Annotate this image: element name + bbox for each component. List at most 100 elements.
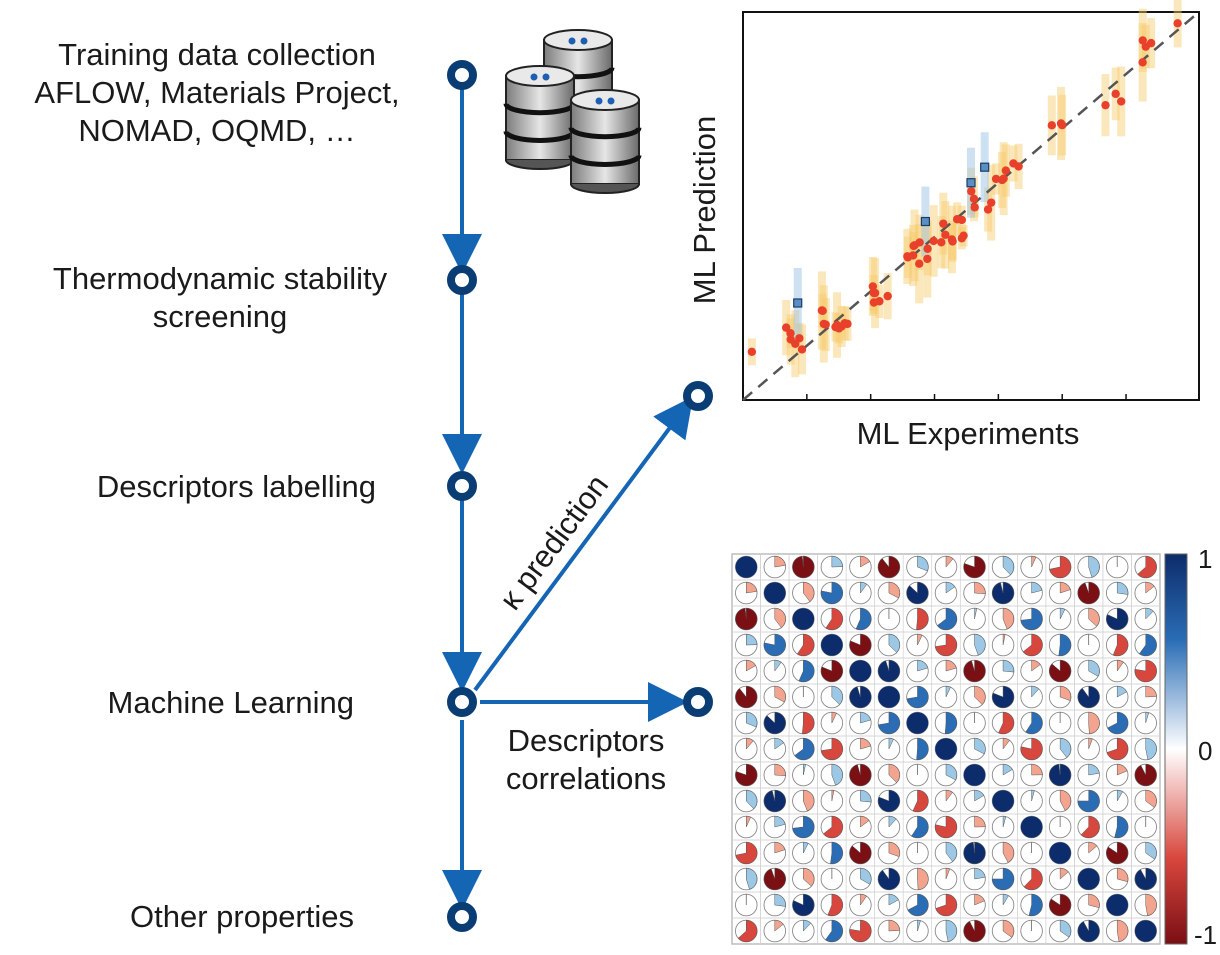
heatmap-cell [731,917,761,945]
heatmap-cell [1045,761,1075,789]
heatmap-cell [1074,813,1104,841]
heatmap-cell [845,683,875,711]
scatter-point [868,282,878,291]
heatmap-cell [931,787,961,815]
kappa-branch-label: κ prediction [493,468,616,616]
heatmap-cell [1074,657,1104,685]
colorbar: 1 0 -1 [1164,544,1217,950]
heatmap-cell [959,553,990,581]
scatter-point [1001,166,1011,175]
heatmap-cell [1017,787,1047,815]
heatmap-cell [817,709,847,737]
correlations-line-2: correlations [505,761,667,796]
heatmap-cell [1102,735,1132,763]
step-ml-line-1: Machine Learning [107,685,354,720]
scatter-point [869,298,879,307]
heatmap-cell [988,605,1018,633]
heatmap-cell [1045,917,1075,945]
heatmap-cell [817,813,847,841]
heatmap-cell [902,605,933,633]
heatmap-cell [1102,631,1132,659]
heatmap-cell [1102,917,1132,945]
heatmap-cell [959,683,990,711]
scatter-point [903,252,912,261]
scatter-point [967,187,976,196]
scatter-point [1138,36,1147,45]
heatmap-cell [931,865,961,893]
heatmap-cell [817,631,847,659]
heatmap-cells [731,553,1161,945]
scatter-point [786,329,795,338]
heatmap-cell [845,553,875,581]
heatmap-cell [731,579,761,607]
heatmap-cell [731,631,761,659]
heatmap-cell [1017,605,1047,633]
heatmap-cell [845,865,875,893]
scatter-point [1117,97,1126,106]
heatmap-cell [760,839,790,867]
scatter-point [1101,100,1110,110]
step-training-label: Training data collection AFLOW, Material… [0,36,434,150]
database-icon [503,29,642,194]
heatmap-cell [1017,579,1047,607]
heatmap-cell [874,631,904,659]
step-training-line-3: NOMAD, OQMD, … [78,113,356,148]
scatter-point [1047,121,1057,130]
heatmap-cell [1131,553,1161,581]
heatmap-cell [1102,605,1132,633]
heatmap-cell [760,735,790,763]
heatmap-cell [988,631,1018,659]
heatmap-cell [845,813,875,841]
heatmap-cell [760,865,790,893]
database-cylinder [568,89,642,194]
scatter-point [997,175,1007,185]
heatmap-cell [959,891,990,919]
heatmap-cell [1074,709,1104,737]
heatmap-cell [988,579,1018,607]
scatter-point [1056,119,1066,128]
node-training [447,60,477,90]
heatmap-cell [959,917,990,945]
scatter-point [797,345,807,354]
heatmap-cell [931,917,961,945]
scatter-point [939,219,948,228]
heatmap-cell [1017,735,1047,763]
heatmap-cell [845,709,875,737]
heatmap-cell [731,813,761,841]
heatmap-cell [1017,553,1047,581]
scatter-ylabel: ML Prediction [687,116,722,304]
heatmap-cell [788,709,818,737]
heatmap-cell [902,891,933,919]
heatmap-cell [731,553,761,581]
heatmap-cell [959,787,990,815]
node-descriptors [447,471,477,501]
heatmap-cell [874,813,904,841]
node-stability [447,265,477,295]
heatmap-cell [760,917,790,945]
scatter-point [1173,19,1182,28]
heatmap-cell [1102,683,1132,711]
heatmap-cell [1074,579,1104,607]
step-stability-line-2: screening [152,299,288,334]
heatmap-cell [874,683,904,711]
heatmap-cell [760,683,790,711]
heatmap-cell [959,761,990,789]
heatmap-cell [731,683,761,711]
heatmap-cell [959,839,990,867]
scatter-points [747,19,1182,356]
scatter-point [1138,58,1147,67]
scatter-point [1111,89,1120,99]
scatter-point [969,194,979,204]
step-stability-line-1: Thermodynamic stability [52,261,388,296]
heatmap-cell [1131,761,1161,789]
flow-edges [442,88,694,910]
node-kappa-output [683,381,713,411]
heatmap-cell [845,631,875,659]
heatmap-cell [760,709,790,737]
heatmap-cell [1131,891,1161,919]
flow-nodes [447,60,713,932]
scatter-point [923,254,932,264]
heatmap-cell [1131,631,1161,659]
heatmap-cell [1131,917,1161,945]
